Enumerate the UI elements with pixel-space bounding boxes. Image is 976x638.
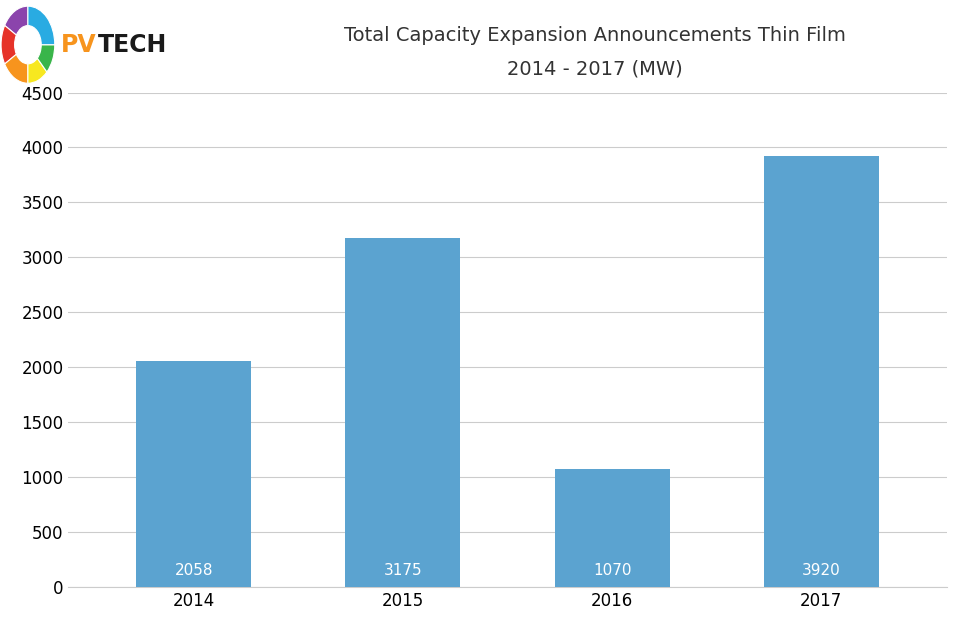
Text: 2014 - 2017 (MW): 2014 - 2017 (MW) bbox=[508, 60, 683, 79]
Wedge shape bbox=[1, 26, 17, 64]
Text: 1070: 1070 bbox=[592, 563, 631, 578]
Text: 3175: 3175 bbox=[384, 563, 423, 578]
Text: PV: PV bbox=[61, 33, 97, 57]
Wedge shape bbox=[28, 58, 47, 84]
Text: Total Capacity Expansion Announcements Thin Film: Total Capacity Expansion Announcements T… bbox=[345, 26, 846, 45]
Wedge shape bbox=[37, 45, 55, 72]
Text: TECH: TECH bbox=[98, 33, 167, 57]
Wedge shape bbox=[28, 6, 55, 45]
Text: 2058: 2058 bbox=[175, 563, 213, 578]
Bar bbox=[554, 470, 670, 587]
Bar bbox=[764, 156, 878, 587]
Wedge shape bbox=[5, 54, 28, 84]
Bar bbox=[346, 238, 461, 587]
Bar bbox=[137, 361, 252, 587]
Wedge shape bbox=[5, 6, 28, 35]
Text: 3920: 3920 bbox=[802, 563, 840, 578]
